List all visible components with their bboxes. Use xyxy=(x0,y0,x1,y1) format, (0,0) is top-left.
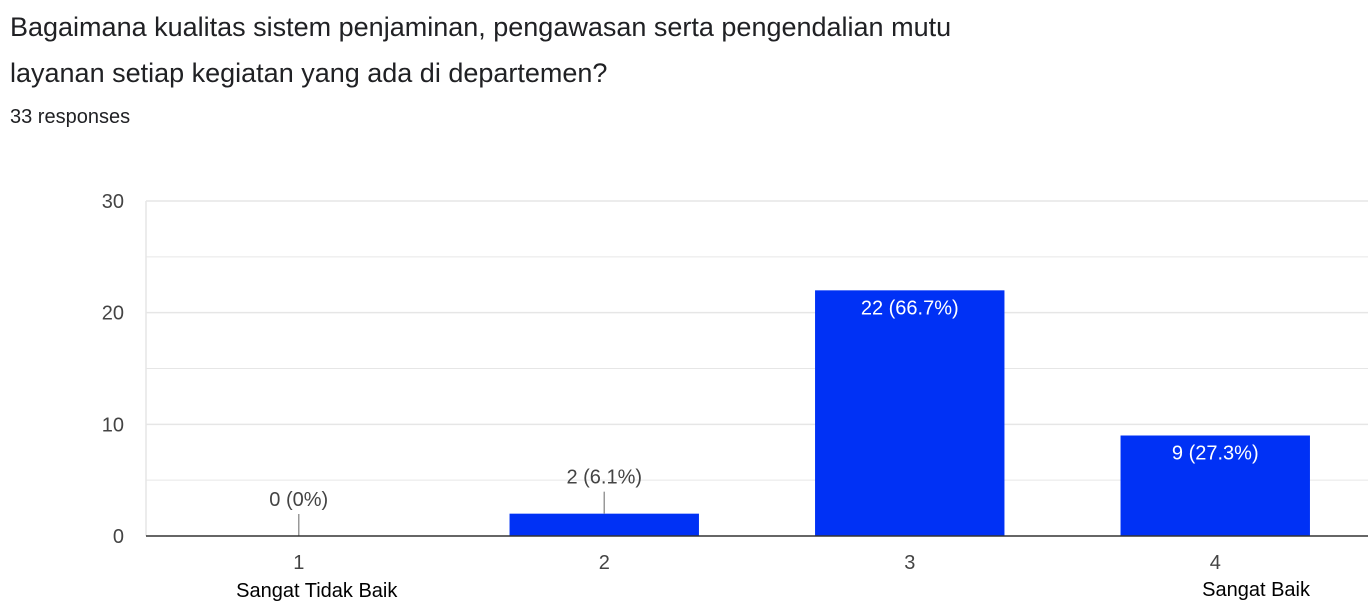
y-tick-label: 20 xyxy=(102,303,124,325)
data-label: 0 (0%) xyxy=(269,489,328,511)
question-line-2: layanan setiap kegiatan yang ada di depa… xyxy=(10,58,608,88)
scale-label-min: Sangat Tidak Baik xyxy=(236,580,398,602)
scale-label-max: Sangat Baik xyxy=(1202,579,1311,601)
x-axis-ticks: 1 2 3 4 xyxy=(293,552,1221,574)
y-tick-label: 10 xyxy=(102,414,124,436)
x-tick-label: 1 xyxy=(293,552,304,574)
question-line-1: Bagaimana kualitas sistem penjaminan, pe… xyxy=(10,12,952,42)
x-tick-label: 4 xyxy=(1210,552,1221,574)
y-tick-label: 0 xyxy=(113,526,124,548)
y-tick-label: 30 xyxy=(102,191,124,213)
bar xyxy=(509,513,699,536)
y-axis-ticks: 0 10 20 30 xyxy=(102,191,124,548)
bars: 0 (0%) 2 (6.1%) 22 (66.7%) 9 (27.3%) xyxy=(269,290,1310,536)
bar xyxy=(1120,435,1310,536)
data-label: 9 (27.3%) xyxy=(1172,443,1259,465)
data-label: 2 (6.1%) xyxy=(566,467,642,489)
response-count: 33 responses xyxy=(10,106,131,128)
x-tick-label: 2 xyxy=(599,552,610,574)
bar xyxy=(815,290,1005,536)
x-tick-label: 3 xyxy=(904,552,915,574)
question-title: Bagaimana kualitas sistem penjaminan, pe… xyxy=(10,4,1130,96)
data-label: 22 (66.7%) xyxy=(861,297,959,319)
scale-labels: Sangat Tidak Baik Sangat Baik xyxy=(236,579,1311,602)
